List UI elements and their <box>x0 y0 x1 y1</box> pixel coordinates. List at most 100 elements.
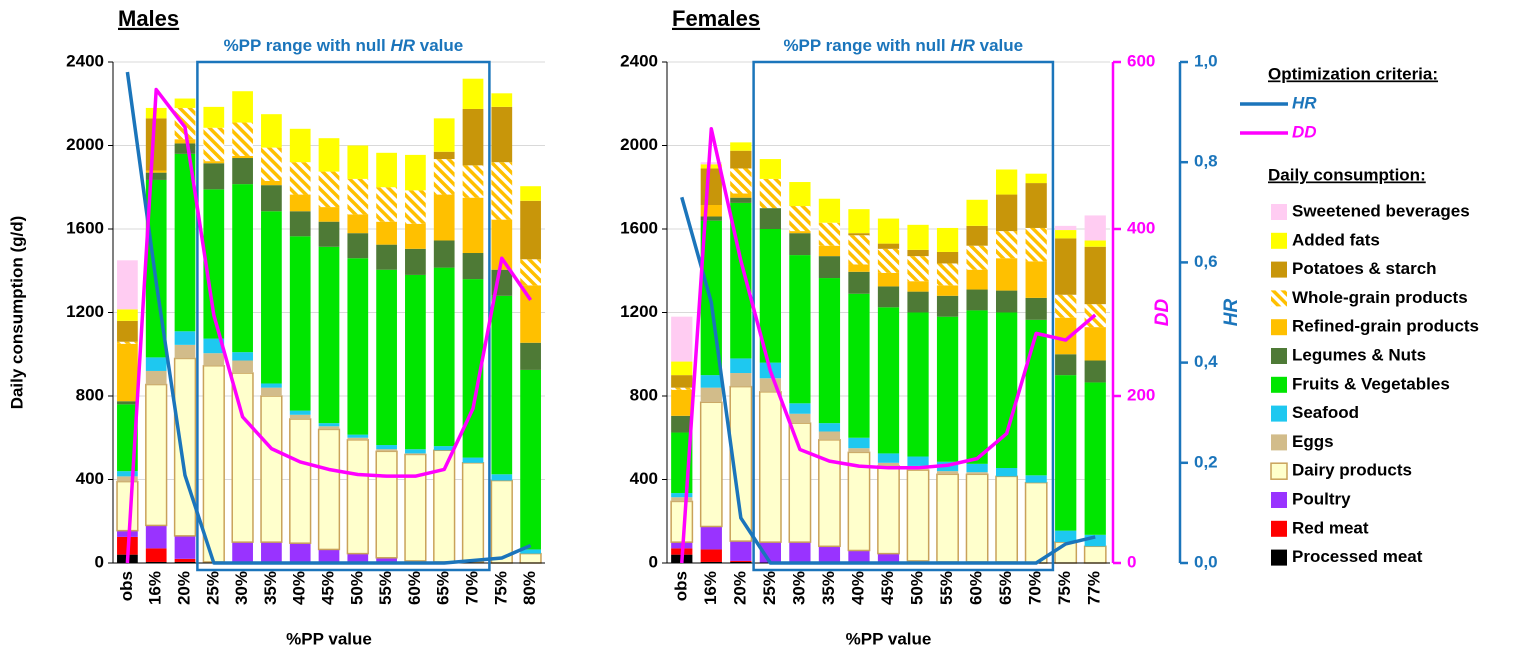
legend-label: Poultry <box>1292 489 1351 508</box>
bar-segment <box>232 360 253 374</box>
bar-segment <box>907 256 929 282</box>
bar-segment <box>318 246 340 424</box>
bar-segment <box>347 553 369 563</box>
bar-segment <box>462 197 484 254</box>
bar-segment <box>818 222 841 246</box>
bar-segment <box>671 389 693 416</box>
bar-segment <box>996 258 1018 291</box>
bar-segment <box>491 295 513 475</box>
bar-segment <box>1084 240 1106 247</box>
bar-segment <box>289 236 311 411</box>
bar-segment <box>700 204 722 217</box>
bar-segment <box>1025 319 1047 476</box>
bar-segment <box>1084 327 1106 361</box>
legend-title: Daily consumption: <box>1268 165 1426 184</box>
bar-segment <box>1025 475 1047 483</box>
bar-segment <box>996 290 1018 313</box>
bar-segment <box>145 383 168 527</box>
bar-segment <box>116 480 139 532</box>
bar-segment <box>174 153 196 332</box>
bar-segment <box>936 263 959 286</box>
bar-segment <box>877 218 900 244</box>
bar-segment <box>1084 246 1106 305</box>
bar-segment <box>174 331 196 345</box>
bar-segment <box>405 274 426 450</box>
bar-segment <box>759 208 781 229</box>
x-tick-label: 30% <box>789 571 808 605</box>
bar-segment <box>117 309 138 321</box>
y-tick-label: 2400 <box>66 51 104 70</box>
bar-segment <box>317 428 341 551</box>
bar-segment <box>671 415 693 433</box>
bar-segment <box>145 525 167 549</box>
bar-segment <box>671 316 693 362</box>
bar-segment <box>1025 261 1047 298</box>
bar-segment <box>818 256 841 279</box>
annotation-part: %PP range with null <box>224 36 391 55</box>
bar-segment <box>1055 530 1077 543</box>
bar-segment <box>1084 534 1106 547</box>
bar-segment <box>145 548 167 562</box>
bar-segment <box>966 310 988 464</box>
bar-segment <box>117 530 138 537</box>
bar-segment <box>289 211 311 237</box>
bar-segment <box>996 194 1018 232</box>
bar-segment <box>877 243 900 249</box>
bar-segment <box>347 437 369 440</box>
bar-segment <box>789 231 811 234</box>
bar-segment <box>1055 230 1077 239</box>
y-tick-label: 1600 <box>66 218 104 237</box>
bar-segment <box>461 462 485 563</box>
x-tick-label: 35% <box>261 571 280 605</box>
bar-segment <box>433 446 455 451</box>
bar-segment <box>730 142 752 151</box>
legend-label: Processed meat <box>1292 547 1423 566</box>
bar-segment <box>202 364 225 563</box>
x-tick-label: 60% <box>405 571 424 605</box>
bar-segment <box>907 456 929 466</box>
x-tick-label: 55% <box>937 571 956 605</box>
y-tick-label: 1200 <box>620 302 658 321</box>
bar-segment <box>261 542 282 563</box>
x-tick-label: 16% <box>701 571 720 605</box>
bar-segment <box>671 361 693 376</box>
legend-label: Red meat <box>1292 518 1369 537</box>
bar-segment <box>174 143 196 154</box>
panel-title: Males <box>118 6 179 31</box>
bar-segment <box>966 463 988 473</box>
legend-label: Added fats <box>1292 230 1380 249</box>
bar-segment <box>907 224 929 250</box>
bar-segment <box>1083 545 1107 564</box>
bar-segment <box>519 552 542 564</box>
x-tick-label: obs <box>117 571 136 601</box>
bar-segment <box>671 387 693 390</box>
bar-segment <box>174 107 196 140</box>
bar-segment <box>117 341 138 344</box>
bar-segment <box>818 431 841 440</box>
bar-segment <box>848 271 870 294</box>
bar-segment <box>232 158 253 185</box>
bar-segment <box>730 168 752 194</box>
bar-segment <box>347 178 369 215</box>
bar-segment <box>966 199 988 226</box>
bar-segment <box>376 244 397 270</box>
y-axis-label: Daily consumption (g/d) <box>7 216 26 410</box>
x-tick-label: 25% <box>203 571 222 605</box>
bar-segment <box>877 286 900 308</box>
bar-segment <box>232 122 253 156</box>
legend-label: Whole-grain products <box>1292 288 1468 307</box>
bar-segment <box>376 557 397 563</box>
bar-segment <box>174 344 196 359</box>
bar-segment <box>1084 215 1106 241</box>
x-tick-label: 25% <box>760 571 779 605</box>
x-tick-label: 70% <box>462 571 481 605</box>
bar-segment <box>289 543 311 563</box>
bar-segment <box>966 269 988 290</box>
bar-segment <box>405 223 426 249</box>
bar-segment <box>232 184 253 353</box>
legend-label: Fruits & Vegetables <box>1292 374 1450 393</box>
legend-label: Sweetened beverages <box>1292 201 1470 220</box>
x-axis-label: %PP value <box>846 629 932 648</box>
bar-segment <box>174 558 196 562</box>
bar-segment <box>520 285 541 343</box>
